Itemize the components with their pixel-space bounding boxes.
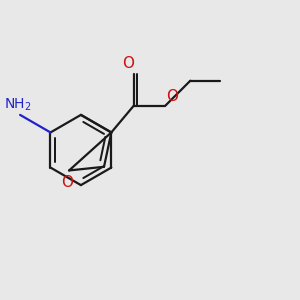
Text: O: O: [166, 89, 178, 104]
Text: NH$_2$: NH$_2$: [4, 97, 32, 113]
Text: O: O: [61, 175, 73, 190]
Text: O: O: [123, 56, 135, 71]
